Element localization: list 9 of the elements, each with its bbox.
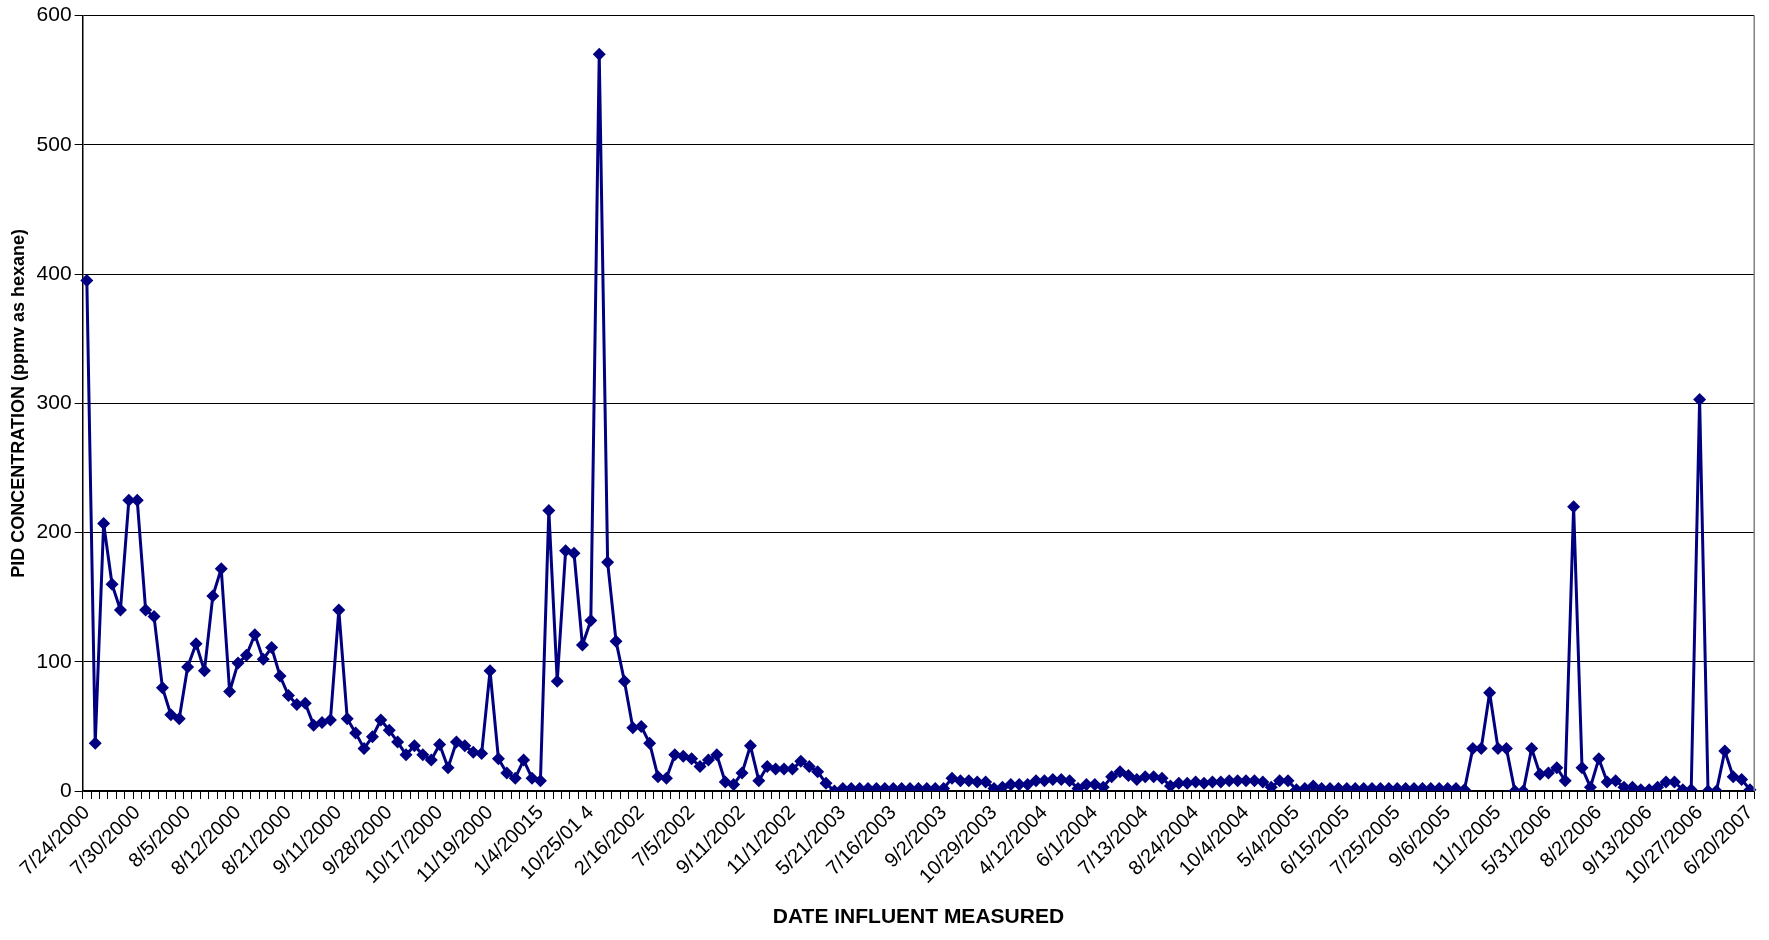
y-tick-label: 500 xyxy=(36,131,72,155)
x-axis-title: DATE INFLUENT MEASURED xyxy=(772,904,1065,928)
y-tick-label: 300 xyxy=(36,390,72,414)
y-tick-label: 400 xyxy=(36,260,72,284)
y-axis-title: PID CONCENTRATION (ppmv as hexane) xyxy=(7,228,28,578)
y-tick-label: 200 xyxy=(36,519,72,543)
y-tick-label: 100 xyxy=(36,648,72,672)
y-tick-label: 0 xyxy=(59,777,72,801)
y-tick-label: 600 xyxy=(36,2,72,26)
